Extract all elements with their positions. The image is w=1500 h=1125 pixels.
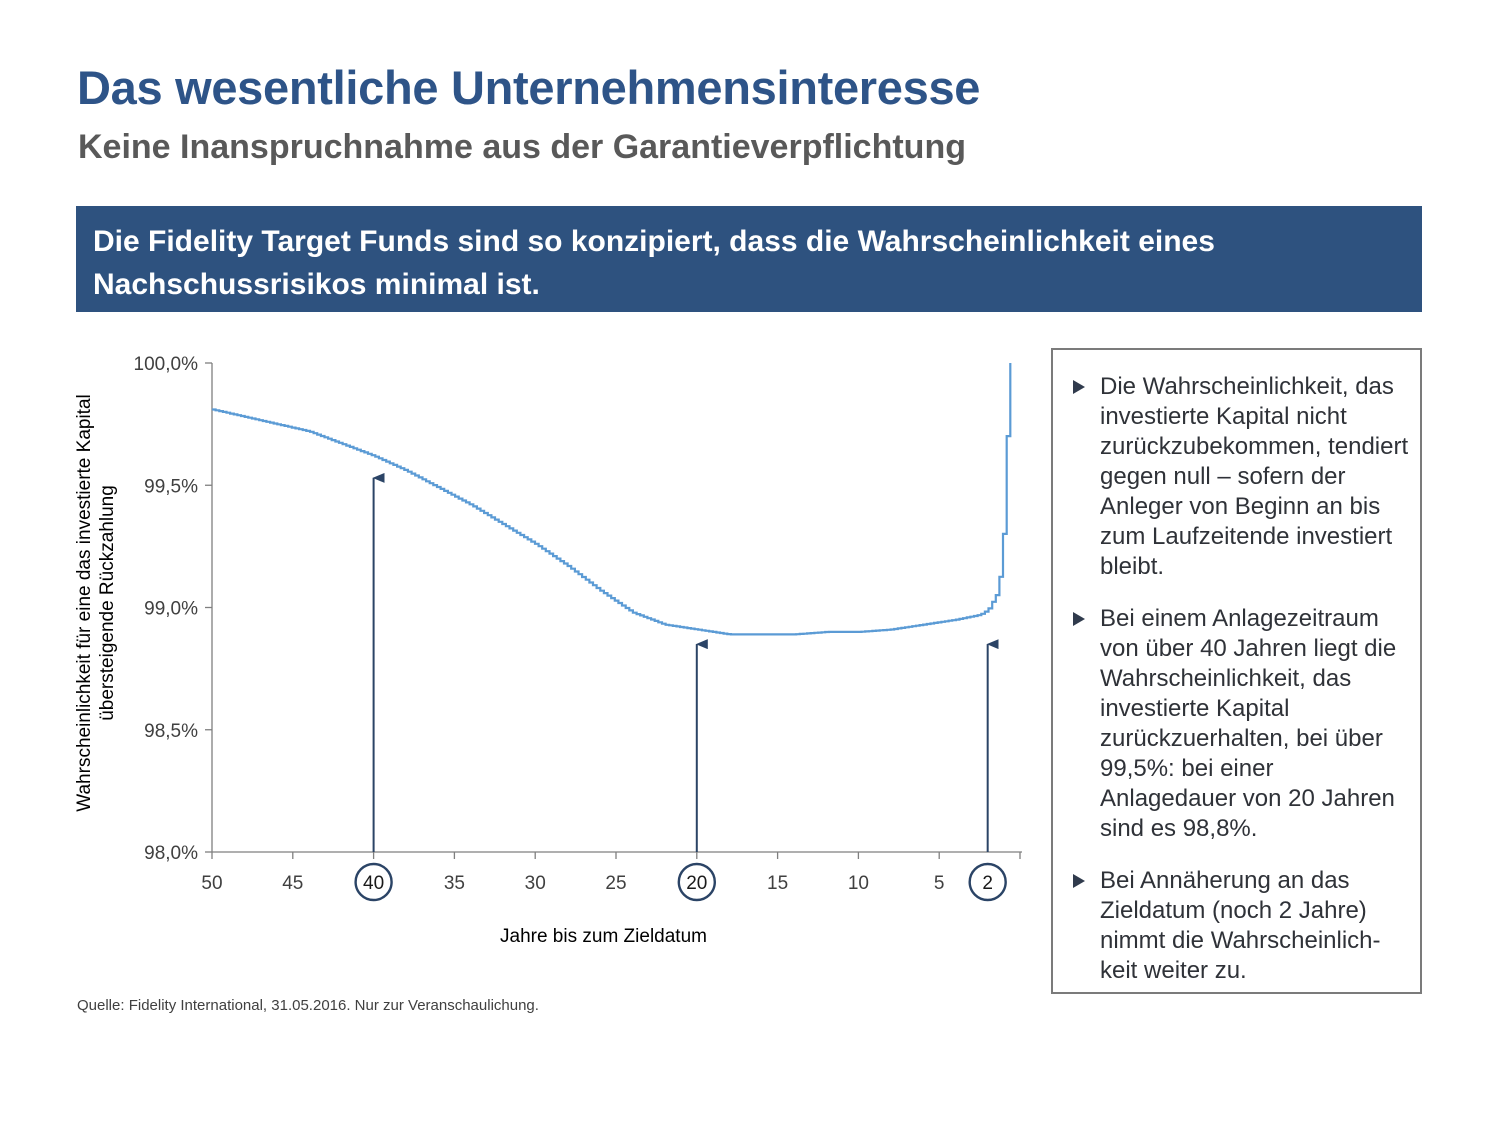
bullet-item: Die Wahrscheinlichkeit, das investierte …	[1073, 372, 1410, 582]
triangle-right-icon	[1073, 612, 1085, 626]
x-axis-label: Jahre bis zum Zieldatum	[500, 926, 707, 947]
series-line	[212, 363, 1012, 636]
page-subtitle: Keine Inanspruchnahme aus der Garantieve…	[78, 128, 966, 166]
bullet-text: Bei Annäherung an das Zieldatum (noch 2 …	[1100, 867, 1381, 984]
x-tick-label: 10	[848, 873, 869, 894]
triangle-right-icon	[1073, 874, 1085, 888]
y-tick-label: 98,0%	[144, 843, 198, 864]
x-tick-label: 5	[934, 873, 945, 894]
triangle-right-icon	[1073, 380, 1085, 394]
x-tick-label: 20	[686, 873, 707, 894]
bullet-text: Die Wahrscheinlichkeit, das investierte …	[1100, 373, 1409, 580]
bullet-text: Bei einem Anlagezeitraum von über 40 Jah…	[1100, 605, 1397, 842]
tick-highlight-circle	[354, 862, 393, 902]
x-tick-label: 15	[767, 873, 788, 894]
explanation-box: Die Wahrscheinlichkeit, das investierte …	[1051, 348, 1422, 994]
source-note: Quelle: Fidelity International, 31.05.20…	[77, 997, 539, 1014]
x-tick-label: 35	[444, 873, 465, 894]
bullet-item: Bei einem Anlagezeitraum von über 40 Jah…	[1073, 604, 1410, 844]
bullet-item: Bei Annäherung an das Zieldatum (noch 2 …	[1073, 866, 1410, 986]
x-tick-label: 45	[282, 873, 303, 894]
x-tick-label: 25	[605, 873, 626, 894]
x-tick-label: 40	[363, 873, 384, 894]
tick-highlight-circle	[968, 862, 1007, 902]
y-tick-label: 99,5%	[144, 476, 198, 497]
y-tick-label: 99,0%	[144, 599, 198, 620]
tick-highlight-circle	[677, 862, 716, 902]
x-tick-label: 30	[525, 873, 546, 894]
key-message-banner: Die Fidelity Target Funds sind so konzip…	[76, 206, 1422, 312]
y-tick-label: 98,5%	[144, 721, 198, 742]
x-tick-label: 2	[982, 873, 993, 894]
banner-text: Die Fidelity Target Funds sind so konzip…	[93, 225, 1215, 301]
page-title: Das wesentliche Unternehmensinteresse	[77, 61, 981, 114]
x-tick-label: 50	[201, 873, 222, 894]
y-tick-label: 100,0%	[134, 354, 199, 375]
